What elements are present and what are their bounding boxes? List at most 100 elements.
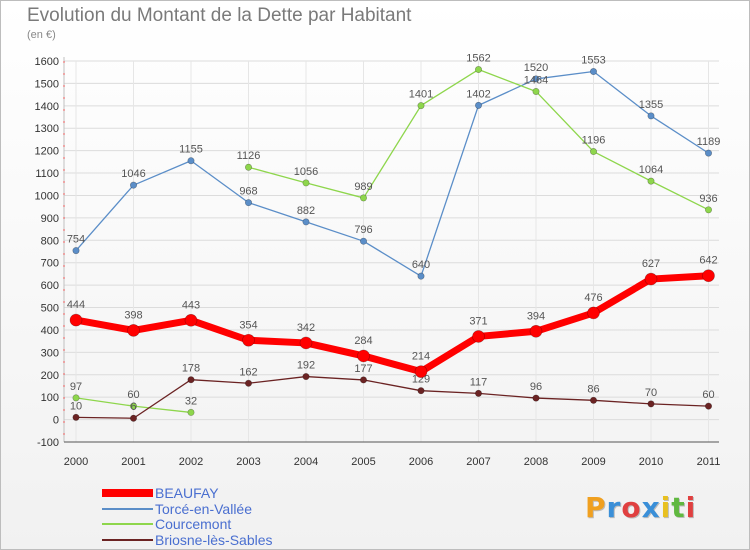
courcemont-data-label: 1196 xyxy=(582,135,606,147)
courcemont-point xyxy=(245,163,253,171)
torce-en-vallee-data-label: 1155 xyxy=(179,144,203,156)
legend-label-beaufay: BEAUFAY xyxy=(155,485,219,501)
beaufay-point xyxy=(69,313,83,327)
briosne-les-sables-data-label: 60 xyxy=(702,389,714,401)
legend-label-briosne-les-sables: Briosne-lès-Sables xyxy=(155,532,273,548)
beaufay-point xyxy=(702,269,715,283)
courcemont-point xyxy=(474,66,482,74)
x-tick-label: 2002 xyxy=(179,456,203,468)
y-tick-label: 200 xyxy=(41,370,59,382)
torce-en-vallee-point xyxy=(187,157,195,165)
courcemont-point xyxy=(704,206,712,214)
briosne-les-sables-point xyxy=(187,376,195,384)
torce-en-vallee-data-label: 1189 xyxy=(697,136,721,148)
beaufay-data-label: 627 xyxy=(642,258,660,270)
y-tick-label: 1500 xyxy=(35,78,59,90)
courcemont-data-label: 97 xyxy=(70,381,82,393)
y-tick-label: 900 xyxy=(41,213,59,225)
courcemont-data-label: 1401 xyxy=(409,89,433,101)
beaufay-data-label: 354 xyxy=(239,319,257,331)
beaufay-data-label: 284 xyxy=(354,335,372,347)
courcemont-point xyxy=(589,148,597,156)
torce-en-vallee-point xyxy=(532,75,540,83)
x-tick-label: 2004 xyxy=(294,456,318,468)
torce-en-vallee-data-label: 968 xyxy=(239,186,257,198)
legend-label-torce-en-vallee: Torcé-en-Vallée xyxy=(155,501,252,517)
courcemont-data-label: 60 xyxy=(127,389,139,401)
courcemont-point xyxy=(187,408,195,416)
torce-en-vallee-point xyxy=(647,112,655,120)
torce-en-vallee-point xyxy=(474,101,482,109)
briosne-les-sables-point xyxy=(647,400,655,408)
torce-en-vallee-point xyxy=(72,247,80,255)
torce-en-vallee-data-label: 1520 xyxy=(524,62,548,74)
courcemont-data-label: 989 xyxy=(354,181,372,193)
courcemont-data-label: 32 xyxy=(185,395,197,407)
beaufay-data-label: 394 xyxy=(527,310,545,322)
torce-en-vallee-point xyxy=(302,218,310,226)
torce-en-vallee-data-label: 640 xyxy=(412,259,430,271)
briosne-les-sables-point xyxy=(474,389,482,397)
y-tick-label: 1000 xyxy=(35,190,59,202)
briosne-les-sables-data-label: 10 xyxy=(70,400,82,412)
torce-en-vallee-data-label: 1553 xyxy=(581,55,605,67)
briosne-les-sables-point xyxy=(417,387,425,395)
y-tick-label: 1300 xyxy=(35,123,59,135)
courcemont-data-label: 1464 xyxy=(524,74,548,86)
torce-en-vallee-point xyxy=(704,149,712,157)
beaufay-point xyxy=(529,324,543,338)
courcemont-point xyxy=(72,394,80,402)
briosne-les-sables-point xyxy=(72,413,80,421)
beaufay-point xyxy=(644,272,658,286)
y-tick-label: 700 xyxy=(41,258,59,270)
x-tick-label: 2000 xyxy=(64,456,88,468)
y-tick-label: 1200 xyxy=(35,146,59,158)
beaufay-point xyxy=(472,330,485,343)
y-tick-label: 400 xyxy=(41,325,59,337)
y-tick-label: 100 xyxy=(41,392,59,404)
torce-en-vallee-point xyxy=(245,199,253,207)
beaufay-data-label: 642 xyxy=(699,255,717,267)
x-tick-label: 2007 xyxy=(466,456,490,468)
beaufay-point xyxy=(127,324,140,337)
beaufay-point xyxy=(587,306,600,320)
torce-en-vallee-data-label: 754 xyxy=(67,234,85,246)
beaufay-point xyxy=(357,349,370,363)
beaufay-data-label: 342 xyxy=(297,322,315,334)
beaufay-point xyxy=(184,314,198,327)
x-tick-label: 2010 xyxy=(639,456,663,468)
courcemont-data-label: 1056 xyxy=(294,166,318,178)
briosne-les-sables-data-label: 192 xyxy=(297,360,315,372)
beaufay-line xyxy=(72,272,712,376)
x-tick-label: 2008 xyxy=(524,456,548,468)
chart-title: Evolution du Montant de la Dette par Hab… xyxy=(27,5,412,26)
courcemont-data-label: 1562 xyxy=(466,53,490,65)
torce-en-vallee-data-label: 1355 xyxy=(639,99,663,111)
beaufay-point xyxy=(299,336,313,350)
legend-label-courcemont: Courcemont xyxy=(155,516,231,532)
briosne-les-sables-data-label: 6 xyxy=(130,401,136,413)
y-tick-label: 500 xyxy=(41,303,59,315)
briosne-les-sables-point xyxy=(589,396,597,404)
y-tick-label: -100 xyxy=(37,437,59,449)
y-tick-label: 1100 xyxy=(35,168,59,180)
beaufay-point xyxy=(242,333,255,347)
x-tick-label: 2006 xyxy=(409,456,433,468)
torce-en-vallee-point xyxy=(359,237,367,245)
x-tick-label: 2011 xyxy=(697,456,721,468)
briosne-les-sables-data-label: 117 xyxy=(470,376,488,388)
torce-en-vallee-data-label: 1046 xyxy=(121,168,145,180)
y-tick-label: 0 xyxy=(53,415,59,427)
courcemont-point xyxy=(302,179,310,187)
x-tick-label: 2009 xyxy=(581,456,605,468)
courcemont-point xyxy=(417,102,425,110)
torce-en-vallee-data-label: 882 xyxy=(297,205,315,217)
courcemont-point xyxy=(532,87,540,95)
beaufay-data-label: 214 xyxy=(412,351,430,363)
courcemont-data-label: 1064 xyxy=(639,164,663,176)
beaufay-data-label: 444 xyxy=(67,299,85,311)
briosne-les-sables-point xyxy=(245,379,253,387)
proxiti-logo: Proxiti xyxy=(585,491,697,524)
